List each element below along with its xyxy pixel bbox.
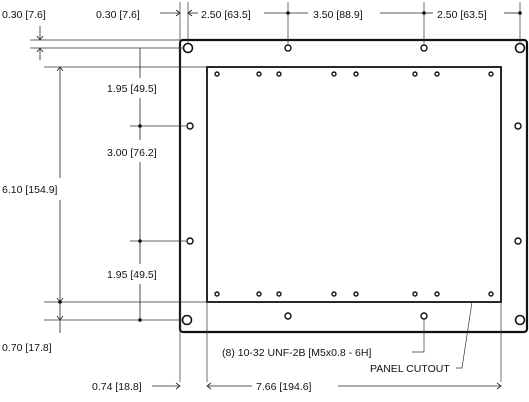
dim-top-spacing-left: 2.50 [63.5] — [201, 9, 251, 21]
corner-hole-top-right — [514, 42, 526, 54]
panel-cutout-outline — [206, 66, 502, 303]
dim-dot — [286, 11, 290, 15]
dim-bottom-offset: 0.70 [17.8] — [2, 342, 52, 354]
dim-dot — [138, 239, 142, 243]
threaded-hole-bottom-right — [420, 312, 428, 320]
panel-cutout-leader — [456, 301, 473, 369]
cutout-hole — [331, 291, 337, 297]
corner-hole-top-left — [182, 42, 194, 54]
dim-top-spacing-center: 3.50 [88.9] — [313, 9, 363, 21]
dim-dot — [138, 318, 142, 322]
cutout-hole — [434, 71, 440, 77]
cutout-hole — [353, 291, 359, 297]
cutout-hole — [353, 71, 359, 77]
threaded-hole-left-upper — [186, 122, 194, 130]
cutout-hole — [256, 291, 262, 297]
hole-spec-leader — [412, 320, 425, 353]
threaded-hole-right-lower — [514, 237, 522, 245]
cutout-hole — [214, 71, 220, 77]
dim-overall-height: 6.10 [154.9] — [2, 184, 58, 196]
threaded-hole-right-upper — [514, 122, 522, 130]
dim-left-center-spacing: 3.00 [76.2] — [107, 147, 157, 159]
dimension-lines — [36, 9, 522, 390]
threaded-hole-bottom-left — [284, 312, 292, 320]
cutout-hole — [488, 291, 494, 297]
cutout-hole — [434, 291, 440, 297]
cutout-hole — [256, 71, 262, 77]
extension-lines — [30, 2, 521, 382]
cutout-hole — [331, 71, 337, 77]
cutout-hole — [412, 71, 418, 77]
corner-hole-bottom-right — [514, 314, 526, 326]
threaded-hole-top-right — [420, 44, 428, 52]
cutout-hole — [276, 291, 282, 297]
panel-cutout-callout: PANEL CUTOUT — [370, 363, 450, 375]
cutout-hole — [412, 291, 418, 297]
dim-dot — [138, 124, 142, 128]
dim-top-offset-vertical: 0.30 [7.6] — [2, 9, 46, 21]
corner-hole-bottom-left — [181, 314, 193, 326]
dim-cutout-width: 7.66 [194.6] — [256, 381, 312, 393]
dim-left-upper-spacing: 1.95 [49.5] — [107, 83, 157, 95]
threaded-hole-top-left — [284, 44, 292, 52]
hole-spec-callout: (8) 10-32 UNF-2B [M5x0.8 - 6H] — [222, 347, 371, 359]
cutout-hole — [214, 291, 220, 297]
cutout-hole — [488, 71, 494, 77]
threaded-hole-left-lower — [186, 237, 194, 245]
dim-top-spacing-right: 2.50 [63.5] — [437, 9, 487, 21]
dim-dot — [422, 11, 426, 15]
dim-bottom-left-offset: 0.74 [18.8] — [92, 381, 142, 393]
mounting-plate-outline — [178, 38, 529, 334]
cutout-perimeter-holes — [214, 71, 494, 297]
dim-dot — [518, 11, 522, 15]
dim-top-offset-horizontal: 0.30 [7.6] — [96, 9, 140, 21]
cutout-hole — [276, 71, 282, 77]
dim-left-lower-spacing: 1.95 [49.5] — [107, 269, 157, 281]
